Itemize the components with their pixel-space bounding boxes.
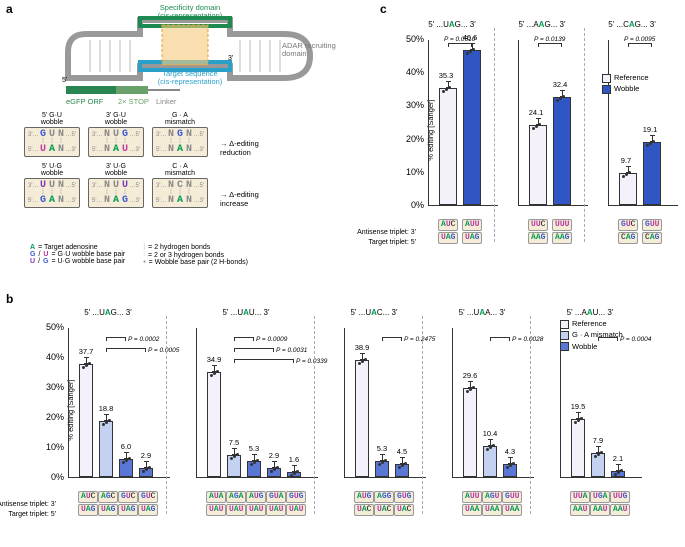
panel-a-pairs: 5' G·Uwobble3'…GUN…5'⁞⁞⁞5'…UAN…3'3' G·Uw… (24, 112, 364, 208)
target-label: Target sequence(cis-representation) (130, 70, 250, 87)
panel-c-label: c (380, 2, 387, 16)
panel-b-legend: Reference G · A mismatch Wobble (560, 318, 623, 352)
svg-text:3': 3' (228, 55, 233, 62)
panel-c-legend: Reference Wobble (602, 72, 649, 95)
specificity-label: Specificity domain(cis-representation) (130, 4, 250, 21)
egfp-label: eGFP ORF (66, 98, 103, 106)
linker-label: Linker (156, 98, 176, 106)
legend-ref: Reference (572, 319, 607, 328)
panel-a: 5' 3' Specificity domain(cis-representat… (20, 6, 370, 286)
panel-a-legend: A = Target adenosine G/U = G·U wobble ba… (30, 244, 360, 266)
panel-b-label: b (6, 292, 13, 306)
svg-text:5': 5' (62, 77, 67, 84)
legend-ga: G · A mismatch (572, 330, 623, 339)
panel-a-label: a (6, 2, 13, 16)
adar-label: ADAR recruitingdomain (282, 42, 354, 59)
legend-c-ref: Reference (614, 73, 649, 82)
panel-c: 5' ...UAG... 3'% editing [Sanger]0%10%20… (392, 12, 680, 280)
legend-c-wob: Wobble (614, 84, 639, 93)
legend-wob: Wobble (572, 342, 597, 351)
stop-label: 2× STOP (118, 98, 149, 106)
